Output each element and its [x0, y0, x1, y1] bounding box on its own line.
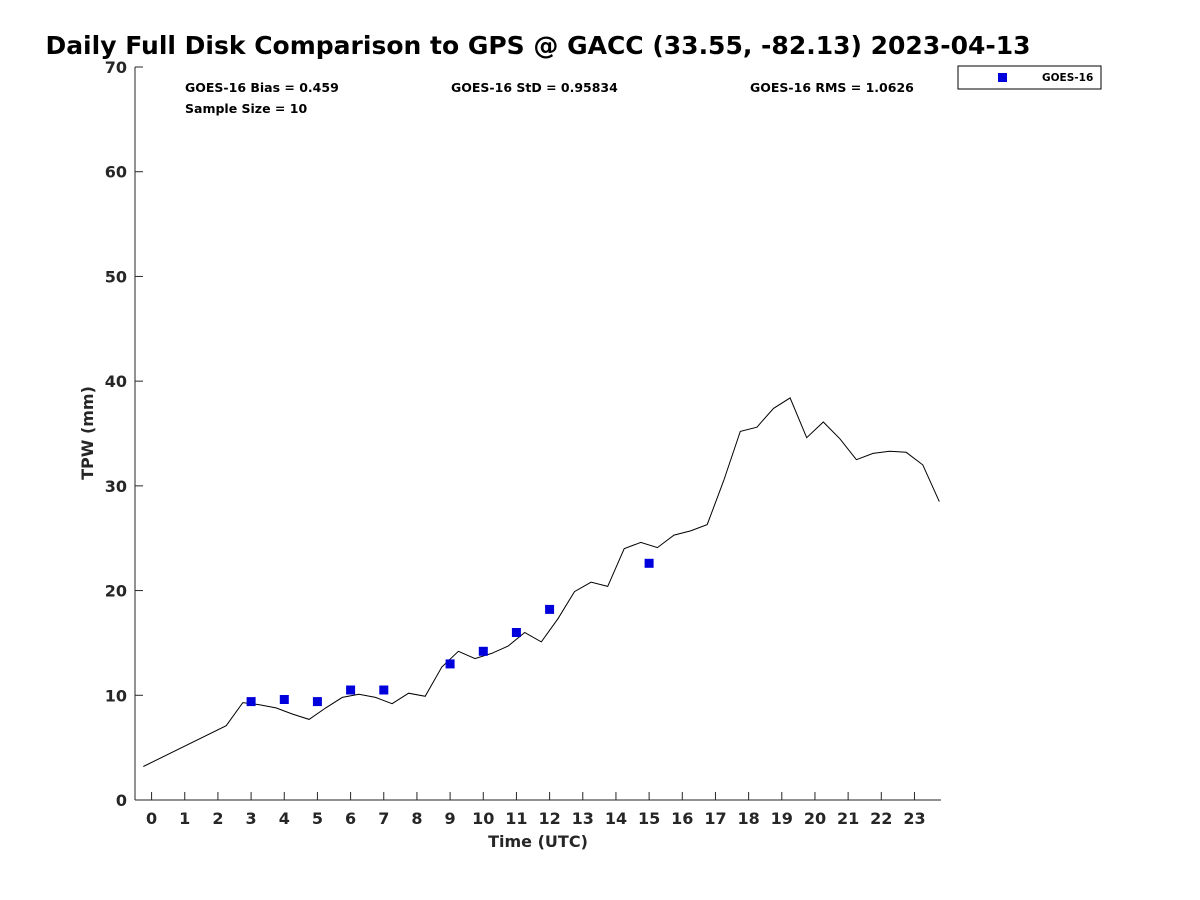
- goes16-data-point: [346, 685, 356, 695]
- x-tick-label: 11: [505, 809, 527, 828]
- rms-stat: GOES-16 RMS = 1.0626: [750, 80, 914, 95]
- y-axis-label: TPW (mm): [78, 386, 97, 480]
- goes16-data-point: [246, 697, 256, 707]
- x-tick-label: 3: [246, 809, 257, 828]
- goes16-data-point: [379, 685, 389, 695]
- x-tick-label: 4: [279, 809, 290, 828]
- chart-title: Daily Full Disk Comparison to GPS @ GACC…: [45, 31, 1030, 60]
- goes16-data-point: [478, 646, 488, 656]
- goes16-data-point: [511, 628, 521, 637]
- data-markers-layer: [246, 558, 654, 707]
- x-tick-label: 9: [445, 809, 456, 828]
- x-tick-label: 10: [472, 809, 494, 828]
- x-tick-label: 0: [146, 809, 157, 828]
- x-tick-label: 15: [638, 809, 660, 828]
- y-tick-label: 40: [105, 372, 127, 391]
- x-tick-label: 1: [179, 809, 190, 828]
- y-tick-label: 70: [105, 58, 127, 77]
- x-tick-label: 14: [605, 809, 627, 828]
- x-tick-label: 2: [212, 809, 223, 828]
- legend-marker-icon: [998, 73, 1007, 82]
- goes16-data-point: [644, 558, 654, 568]
- x-tick-label: 18: [737, 809, 759, 828]
- reference-line-layer: [143, 397, 940, 767]
- y-tick-label: 30: [105, 477, 127, 496]
- x-tick-label: 8: [411, 809, 422, 828]
- goes16-data-point: [445, 659, 455, 669]
- x-tick-label: 5: [312, 809, 323, 828]
- bias-stat: GOES-16 Bias = 0.459: [185, 80, 339, 95]
- x-tick-label: 6: [345, 809, 356, 828]
- x-tick-label: 13: [572, 809, 594, 828]
- x-tick-label: 21: [837, 809, 859, 828]
- goes16-data-point: [545, 604, 555, 614]
- y-tick-label: 20: [105, 582, 127, 601]
- y-tick-label: 50: [105, 267, 127, 286]
- x-tick-label: 22: [870, 809, 892, 828]
- x-tick-label: 16: [671, 809, 693, 828]
- legend-box: [957, 65, 1102, 90]
- gps-reference-line: [143, 397, 940, 767]
- x-tick-label: 7: [378, 809, 389, 828]
- sample-size-stat: Sample Size = 10: [185, 101, 307, 116]
- x-tick-label: 23: [903, 809, 925, 828]
- x-tick-label: 12: [538, 809, 560, 828]
- x-tick-label: 20: [804, 809, 826, 828]
- legend: GOES-16: [957, 65, 1102, 90]
- y-tick-label: 0: [116, 791, 127, 810]
- goes16-data-point: [279, 695, 289, 704]
- legend-label: GOES-16: [1042, 72, 1093, 84]
- x-axis-label: Time (UTC): [488, 832, 588, 851]
- goes16-data-point: [312, 697, 322, 707]
- x-tick-label: 17: [704, 809, 726, 828]
- y-tick-label: 60: [105, 163, 127, 182]
- y-tick-label: 10: [105, 686, 127, 705]
- std-stat: GOES-16 StD = 0.95834: [451, 80, 618, 95]
- x-tick-label: 19: [771, 809, 793, 828]
